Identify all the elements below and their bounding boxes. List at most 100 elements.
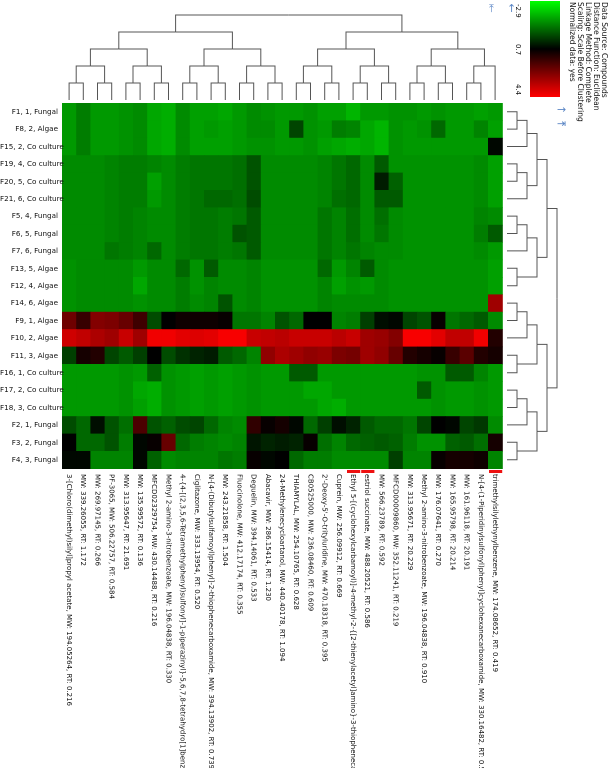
heatmap-cell[interactable]	[104, 137, 120, 156]
heatmap-cell[interactable]	[317, 155, 333, 174]
heatmap-cell[interactable]	[204, 451, 219, 469]
heatmap-cell[interactable]	[260, 433, 276, 452]
heatmap-cell[interactable]	[360, 103, 375, 121]
heatmap-cell[interactable]	[388, 172, 404, 191]
heatmap-cell[interactable]	[473, 207, 489, 226]
heatmap-cell[interactable]	[275, 172, 290, 191]
heatmap-cell[interactable]	[232, 381, 248, 400]
heatmap-cell[interactable]	[90, 381, 106, 400]
heatmap-cell[interactable]	[62, 294, 77, 313]
heatmap-cell[interactable]	[488, 172, 503, 191]
heatmap-cell[interactable]	[417, 416, 432, 435]
heatmap-cell[interactable]	[402, 294, 418, 313]
heatmap-cell[interactable]	[189, 451, 205, 469]
heatmap-cell[interactable]	[218, 364, 233, 382]
heatmap-cell[interactable]	[388, 346, 404, 365]
heatmap-cell[interactable]	[360, 346, 375, 365]
heatmap-cell[interactable]	[417, 277, 432, 295]
heatmap-cell[interactable]	[246, 172, 262, 191]
heatmap-cell[interactable]	[402, 224, 418, 243]
heatmap-cell[interactable]	[175, 120, 191, 139]
heatmap-cell[interactable]	[346, 172, 361, 191]
heatmap-cell[interactable]	[402, 259, 418, 278]
heatmap-cell[interactable]	[374, 311, 390, 330]
heatmap-cell[interactable]	[175, 259, 191, 278]
heatmap-cell[interactable]	[445, 346, 461, 365]
heatmap-cell[interactable]	[76, 120, 91, 139]
heatmap-cell[interactable]	[76, 433, 91, 452]
heatmap-cell[interactable]	[346, 120, 361, 139]
heatmap-cell[interactable]	[275, 433, 290, 452]
heatmap-cell[interactable]	[246, 277, 262, 295]
heatmap-cell[interactable]	[402, 103, 418, 121]
heatmap-cell[interactable]	[147, 311, 162, 330]
row-label[interactable]: F6, 5, Fungal	[11, 228, 58, 238]
heatmap-cell[interactable]	[317, 172, 333, 191]
heatmap-cell[interactable]	[388, 294, 404, 313]
heatmap-cell[interactable]	[204, 329, 219, 348]
heatmap-cell[interactable]	[133, 329, 148, 348]
heatmap-cell[interactable]	[133, 190, 148, 208]
heatmap-cell[interactable]	[289, 190, 304, 208]
heatmap-cell[interactable]	[417, 224, 432, 243]
heatmap-cell[interactable]	[374, 137, 390, 156]
heatmap-cell[interactable]	[232, 242, 248, 261]
heatmap-cell[interactable]	[431, 398, 446, 417]
heatmap-cell[interactable]	[246, 329, 262, 348]
heatmap-cell[interactable]	[317, 259, 333, 278]
heatmap-cell[interactable]	[175, 329, 191, 348]
heatmap-cell[interactable]	[402, 311, 418, 330]
heatmap-cell[interactable]	[104, 364, 120, 382]
heatmap-cell[interactable]	[402, 381, 418, 400]
heatmap-cell[interactable]	[289, 433, 304, 452]
heatmap-cell[interactable]	[388, 242, 404, 261]
heatmap-cell[interactable]	[317, 433, 333, 452]
heatmap-cell[interactable]	[90, 364, 106, 382]
heatmap-cell[interactable]	[459, 137, 475, 156]
heatmap-cell[interactable]	[204, 172, 219, 191]
row-label[interactable]: F18, 3, Co culture	[0, 402, 64, 412]
heatmap-cell[interactable]	[402, 416, 418, 435]
heatmap-cell[interactable]	[189, 311, 205, 330]
heatmap-cell[interactable]	[260, 224, 276, 243]
heatmap-cell[interactable]	[346, 242, 361, 261]
heatmap-cell[interactable]	[133, 451, 148, 469]
heatmap-cell[interactable]	[133, 364, 148, 382]
heatmap-cell[interactable]	[189, 364, 205, 382]
heatmap-cell[interactable]	[417, 120, 432, 139]
heatmap-cell[interactable]	[289, 329, 304, 348]
heatmap-cell[interactable]	[204, 207, 219, 226]
heatmap-cell[interactable]	[445, 155, 461, 174]
heatmap-cell[interactable]	[204, 277, 219, 295]
heatmap-cell[interactable]	[346, 451, 361, 469]
heatmap-cell[interactable]	[62, 172, 77, 191]
heatmap-cell[interactable]	[189, 103, 205, 121]
heatmap-cell[interactable]	[232, 433, 248, 452]
heatmap-cell[interactable]	[289, 398, 304, 417]
heatmap-cell[interactable]	[118, 398, 134, 417]
heatmap-cell[interactable]	[246, 259, 262, 278]
heatmap-cell[interactable]	[488, 416, 503, 435]
heatmap-cell[interactable]	[289, 277, 304, 295]
heatmap-cell[interactable]	[232, 277, 248, 295]
heatmap-cell[interactable]	[431, 451, 446, 469]
heatmap-cell[interactable]	[459, 277, 475, 295]
heatmap-cell[interactable]	[388, 137, 404, 156]
heatmap-cell[interactable]	[232, 172, 248, 191]
heatmap-cell[interactable]	[161, 398, 177, 417]
heatmap-cell[interactable]	[417, 346, 432, 365]
heatmap-cell[interactable]	[289, 224, 304, 243]
heatmap-cell[interactable]	[331, 259, 347, 278]
heatmap-cell[interactable]	[388, 120, 404, 139]
heatmap-cell[interactable]	[275, 277, 290, 295]
column-label[interactable]: N-[4-(1-Piperidinylsulfonyl)phenyl]cyclo…	[476, 474, 485, 768]
heatmap-cell[interactable]	[175, 242, 191, 261]
heatmap-cell[interactable]	[246, 346, 262, 365]
column-label[interactable]: 2'-Deoxy-5'-O-trityluridine, MW: 470.183…	[320, 474, 329, 662]
heatmap-cell[interactable]	[104, 172, 120, 191]
heatmap-cell[interactable]	[317, 398, 333, 417]
heatmap-cell[interactable]	[232, 398, 248, 417]
heatmap-cell[interactable]	[232, 155, 248, 174]
heatmap-cell[interactable]	[360, 294, 375, 313]
heatmap-cell[interactable]	[175, 311, 191, 330]
